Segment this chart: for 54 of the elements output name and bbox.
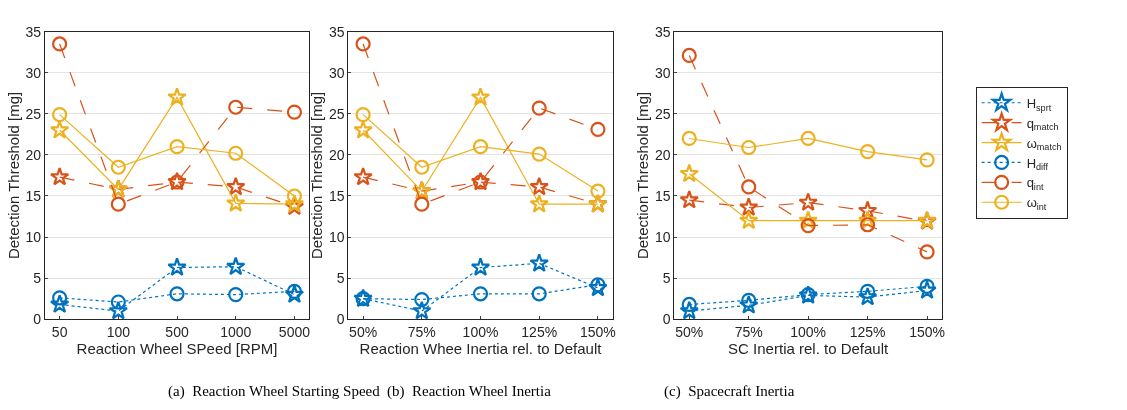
y-tick-label: 35 xyxy=(25,23,42,40)
y-tick-label: 30 xyxy=(329,64,345,81)
x-tick-label: 150% xyxy=(909,324,945,341)
legend-label: H$_{diff}$ xyxy=(1026,155,1049,173)
x-tick-label: 50% xyxy=(349,324,378,341)
x-tick-label: 100 xyxy=(106,324,131,341)
y-tick-label: 10 xyxy=(655,228,671,245)
y-tick-label: 10 xyxy=(25,228,42,245)
y-tick-label: 10 xyxy=(329,228,345,245)
x-tick-label: 125% xyxy=(849,324,886,341)
y-tick-label: 15 xyxy=(655,187,671,204)
y-tick-label: 5 xyxy=(662,270,671,287)
x-tick-label: 100% xyxy=(790,324,827,341)
y-tick-label: 35 xyxy=(655,23,671,40)
x-tick-label: 5000 xyxy=(278,324,311,341)
y-tick-label: 30 xyxy=(25,64,42,81)
y-tick-label: 20 xyxy=(25,146,42,163)
y-tick-label: 5 xyxy=(33,270,42,287)
y-tick-label: 0 xyxy=(33,311,42,328)
y-axis-title: Detection Threshold [mg] xyxy=(4,91,22,260)
x-axis-title: Reaction Wheel SPeed [RPM] xyxy=(76,340,278,358)
y-tick-label: 15 xyxy=(25,187,42,204)
x-axis-title: Reaction Whee Inertia rel. to Default xyxy=(359,340,603,358)
y-axis-title: Detection Threshold [mg] xyxy=(308,91,326,260)
x-tick-label: 75% xyxy=(734,324,763,341)
x-tick-label: 1000 xyxy=(220,324,252,341)
text: (a) Reaction Wheel Starting Speed xyxy=(168,383,381,400)
x-tick-label: 100% xyxy=(462,324,499,341)
x-tick-label: 125% xyxy=(521,324,558,341)
y-tick-label: 20 xyxy=(329,146,345,163)
y-tick-label: 15 xyxy=(329,187,345,204)
x-tick-label: 50 xyxy=(51,324,68,341)
legend-label: q$_{int}$ xyxy=(1026,175,1044,193)
y-tick-label: 35 xyxy=(329,23,345,40)
legend-label: ω$_{int}$ xyxy=(1026,195,1047,213)
y-tick-label: 5 xyxy=(336,270,345,287)
text: (b) Reaction Wheel Inertia xyxy=(387,383,552,400)
legend-label: H$_{sprt}$ xyxy=(1026,95,1052,113)
x-tick-label: 50% xyxy=(675,324,704,341)
y-tick-label: 25 xyxy=(655,105,671,122)
x-axis-title: SC Inertia rel. to Default xyxy=(728,340,890,358)
x-tick-label: 150% xyxy=(580,324,616,341)
legend-label: q$_{match}$ xyxy=(1026,115,1059,133)
x-tick-label: 75% xyxy=(407,324,436,341)
x-tick-label: 500 xyxy=(165,324,189,341)
y-tick-label: 20 xyxy=(655,146,671,163)
y-axis-title: Detection Threshold [mg] xyxy=(634,91,652,260)
y-tick-label: 25 xyxy=(25,105,42,122)
y-tick-label: 0 xyxy=(336,311,345,328)
text: (c) Spacecraft Inertia xyxy=(664,383,795,400)
y-tick-label: 25 xyxy=(329,105,345,122)
legend-label: ω$_{match}$ xyxy=(1026,135,1062,153)
y-tick-label: 0 xyxy=(662,311,671,328)
y-tick-label: 30 xyxy=(655,64,671,81)
